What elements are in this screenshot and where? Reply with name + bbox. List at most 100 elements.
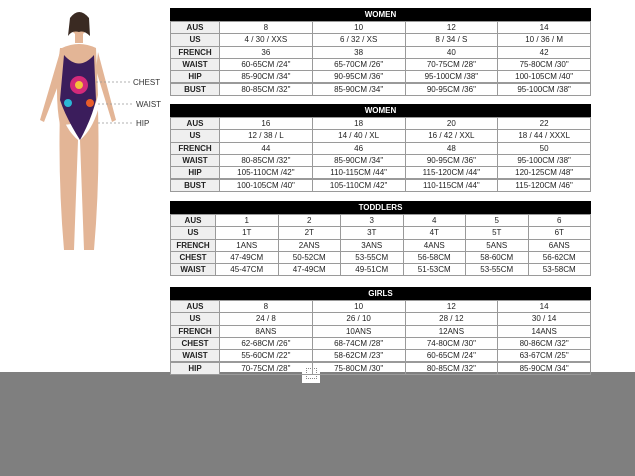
size-cell: 42: [497, 45, 591, 59]
size-cell: 8 / 34 / S: [404, 33, 499, 47]
size-cell: 5: [465, 214, 529, 228]
size-cell: 14: [497, 300, 591, 314]
overlay: [0, 372, 302, 476]
row-label: AUS: [170, 117, 220, 131]
overlay: [320, 372, 635, 476]
row-label: FRENCH: [170, 238, 216, 252]
size-cell: 74-80CM /30": [404, 336, 499, 351]
size-cell: 4T: [402, 226, 466, 240]
row-label: CHEST: [170, 250, 216, 265]
size-cell: 6T: [527, 226, 591, 240]
row-label: CHEST: [170, 336, 220, 351]
size-cell: 14 / 40 / XL: [311, 129, 406, 143]
row-label: FRENCH: [170, 324, 220, 338]
size-cell: 48: [404, 141, 499, 155]
loading-icon: [306, 368, 317, 379]
size-cell: 12ANS: [404, 324, 499, 338]
size-cell: 85-90CM /34": [497, 361, 591, 375]
size-cell: 90-95CM /36": [404, 82, 499, 96]
size-cell: 1T: [215, 226, 279, 240]
size-cell: 5T: [465, 226, 529, 240]
size-cell: 6ANS: [527, 238, 591, 252]
row-label: WAIST: [170, 263, 216, 277]
size-cell: 70-75CM /28": [404, 57, 499, 72]
size-cell: 68-74CM /28": [311, 336, 406, 351]
size-cell: 16: [219, 117, 313, 131]
size-cell: 90-95CM /36": [311, 70, 406, 84]
size-cell: 50: [497, 141, 591, 155]
size-cell: 80-85CM /32": [219, 82, 313, 96]
size-cell: 95-100CM /38": [497, 153, 591, 168]
size-cell: 1ANS: [215, 238, 279, 252]
size-cell: 50-52CM: [277, 250, 341, 265]
size-cell: 4 / 30 / XXS: [219, 33, 313, 47]
size-cell: 95-100CM /38": [404, 70, 499, 84]
size-cell: 36: [219, 45, 313, 59]
size-cell: 12 / 38 / L: [219, 129, 313, 143]
size-cell: 30 / 14: [497, 312, 591, 326]
figure-label: WAIST: [136, 100, 162, 109]
size-cell: 28 / 12: [404, 312, 499, 326]
size-cell: 60-65CM /24": [219, 57, 313, 72]
size-cell: 8ANS: [219, 324, 313, 338]
size-cell: 2: [277, 214, 341, 228]
size-cell: 105-110CM /42": [311, 178, 406, 192]
size-cell: 85-90CM /34": [311, 82, 406, 96]
size-cell: 58-60CM: [465, 250, 529, 265]
size-cell: 5ANS: [465, 238, 529, 252]
size-cell: 85-90CM /34": [219, 70, 313, 84]
size-cell: 90-95CM /36": [404, 153, 499, 168]
size-cell: 115-120CM /46": [497, 178, 591, 192]
size-cell: 62-68CM /26": [219, 336, 313, 351]
size-cell: 10 / 36 / M: [497, 33, 591, 47]
size-cell: 100-105CM /40": [219, 178, 313, 192]
size-cell: 22: [497, 117, 591, 131]
size-cell: 85-90CM /34": [311, 153, 406, 168]
size-cell: 60-65CM /24": [404, 349, 499, 363]
size-cell: 10: [311, 300, 406, 314]
size-cell: 56-62CM: [527, 250, 591, 265]
size-cell: 44: [219, 141, 313, 155]
row-label: WAIST: [170, 349, 220, 363]
size-cell: 47-49CM: [277, 263, 341, 277]
table-title: TODDLERS: [170, 201, 591, 214]
size-cell: 115-120CM /44": [404, 166, 499, 180]
row-label: US: [170, 129, 220, 143]
size-cell: 14ANS: [497, 324, 591, 338]
size-cell: 55-60CM /22": [219, 349, 313, 363]
size-cell: 12: [404, 21, 499, 35]
size-cell: 63-67CM /25": [497, 349, 591, 363]
size-cell: 95-100CM /38": [497, 82, 591, 96]
size-cell: 110-115CM /44": [311, 166, 406, 180]
size-cell: 2T: [277, 226, 341, 240]
row-label: WAIST: [170, 153, 220, 168]
row-label: HIP: [170, 166, 220, 180]
size-cell: 80-85CM /32": [219, 153, 313, 168]
row-label: US: [170, 33, 220, 47]
size-cell: 56-58CM: [402, 250, 466, 265]
row-label: HIP: [170, 361, 220, 375]
size-cell: 51-53CM: [402, 263, 466, 277]
size-cell: 8: [219, 300, 313, 314]
row-label: BUST: [170, 82, 220, 96]
size-cell: 75-80CM /30": [311, 361, 406, 375]
row-label: US: [170, 312, 220, 326]
size-cell: 58-62CM /23": [311, 349, 406, 363]
size-cell: 80-86CM /32": [497, 336, 591, 351]
size-cell: 20: [404, 117, 499, 131]
size-cell: 6: [527, 214, 591, 228]
overlay: [302, 383, 320, 476]
size-cell: 105-110CM /42": [219, 166, 313, 180]
row-label: BUST: [170, 178, 220, 192]
size-cell: 80-85CM /32": [404, 361, 499, 375]
size-cell: 10ANS: [311, 324, 406, 338]
model-figure: [40, 12, 134, 250]
row-label: AUS: [170, 214, 216, 228]
size-cell: 24 / 8: [219, 312, 313, 326]
size-cell: 2ANS: [277, 238, 341, 252]
figure-label: HIP: [136, 119, 150, 128]
size-cell: 70-75CM /28": [219, 361, 313, 375]
size-cell: 110-115CM /44": [404, 178, 499, 192]
size-cell: 40: [404, 45, 499, 59]
